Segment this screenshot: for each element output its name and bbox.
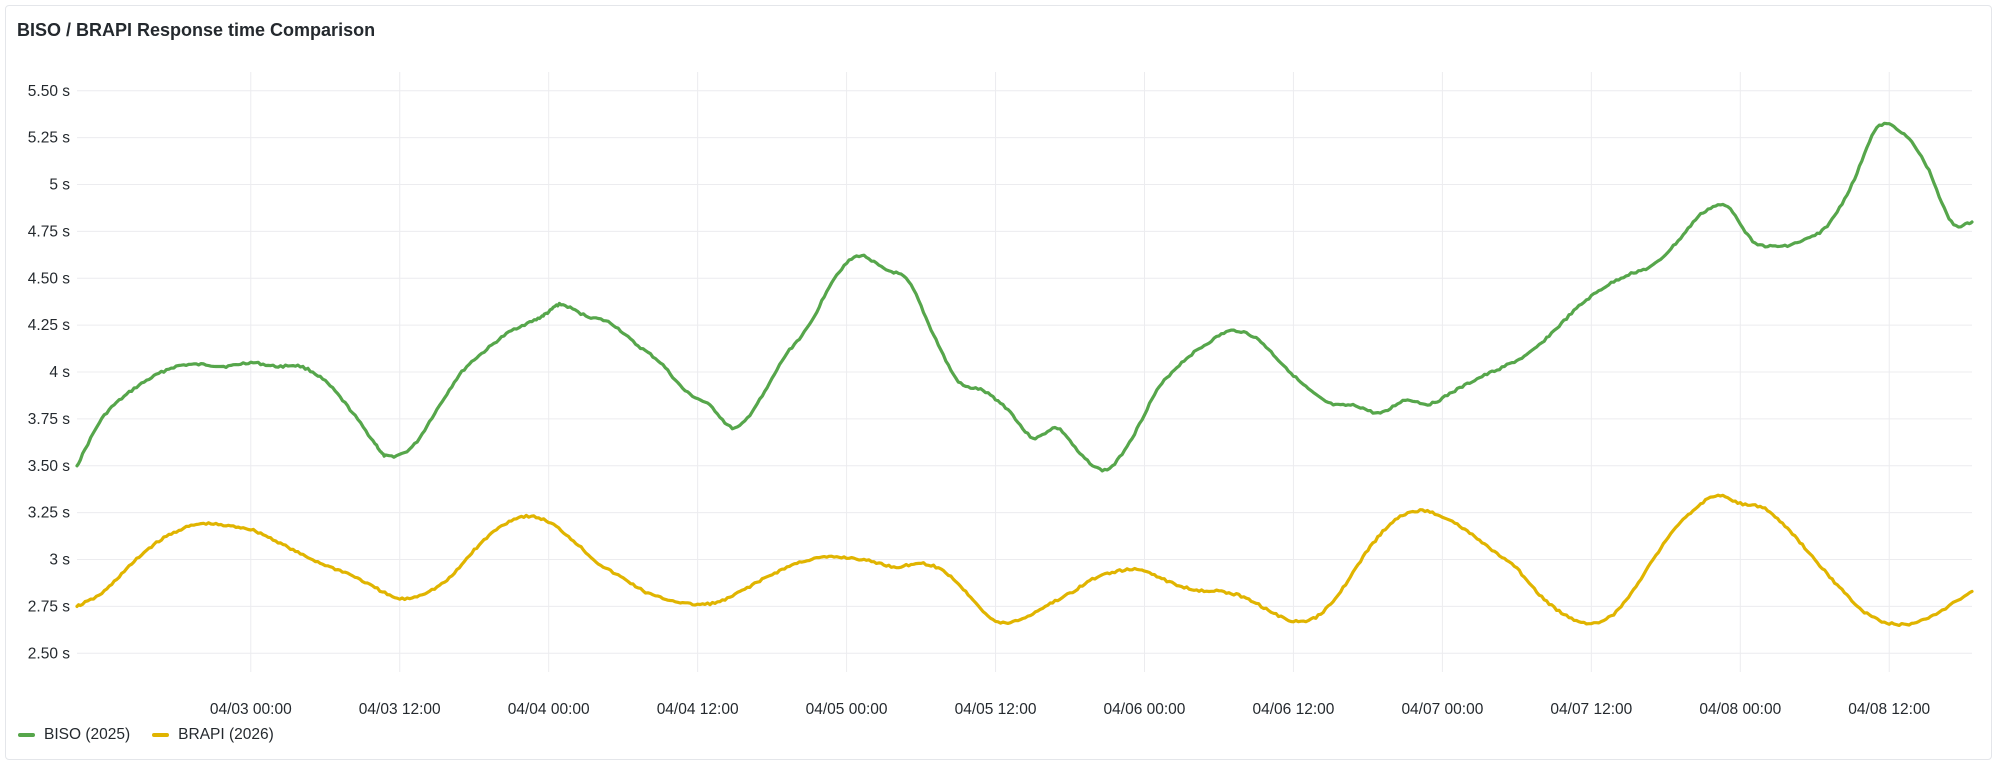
x-tick-label: 04/03 12:00 [359, 701, 441, 718]
x-tick-label: 04/03 00:00 [210, 701, 292, 718]
x-tick-label: 04/05 00:00 [806, 701, 888, 718]
y-tick-label: 4.25 s [28, 317, 70, 334]
x-tick-label: 04/04 00:00 [508, 701, 590, 718]
panel-title: BISO / BRAPI Response time Comparison [17, 20, 376, 40]
x-tick-label: 04/07 00:00 [1401, 701, 1483, 718]
y-tick-label: 3.25 s [28, 505, 70, 522]
y-tick-label: 4.50 s [28, 270, 70, 287]
x-gridlines [250, 72, 1890, 672]
x-tick-label: 04/07 12:00 [1550, 701, 1632, 718]
legend: BISO (2025) BRAPI (2026) [18, 726, 274, 744]
legend-label-biso: BISO (2025) [44, 726, 131, 743]
legend-swatch-biso [18, 733, 35, 737]
legend-swatch-brapi [152, 733, 170, 737]
y-tick-label: 4 s [49, 364, 70, 381]
y-tick-label: 3.50 s [28, 458, 70, 475]
x-axis-tick-labels: 04/03 00:00 04/03 12:00 04/04 00:00 04/04 1… [210, 701, 1931, 718]
legend-label-brapi: BRAPI (2026) [178, 726, 274, 743]
x-tick-label: 04/05 12:00 [955, 701, 1037, 718]
y-gridlines [77, 90, 1972, 654]
x-tick-label: 04/08 00:00 [1699, 701, 1781, 718]
x-tick-label: 04/06 00:00 [1104, 701, 1186, 718]
series-line-biso [75, 121, 1974, 473]
series-lines [75, 121, 1974, 627]
y-axis-tick-labels: 2.50 s 2.75 s 3 s 3.25 s 3.50 s 3.75 s 4 s 4.25… [28, 83, 70, 663]
y-tick-label: 5.25 s [28, 130, 70, 147]
chart-panel: BISO / BRAPI Response time Comparison [5, 5, 1992, 760]
y-tick-label: 3.75 s [28, 411, 70, 428]
x-tick-label: 04/04 12:00 [657, 701, 739, 718]
y-tick-label: 5 s [49, 177, 70, 194]
legend-item-brapi[interactable]: BRAPI (2026) [152, 726, 274, 744]
y-tick-label: 4.75 s [28, 223, 70, 240]
y-tick-label: 2.50 s [28, 645, 70, 662]
y-tick-label: 2.75 s [28, 598, 70, 615]
x-tick-label: 04/08 12:00 [1848, 701, 1930, 718]
series-line-brapi [75, 493, 1974, 627]
y-tick-label: 5.50 s [28, 83, 70, 100]
y-tick-label: 3 s [49, 552, 70, 569]
legend-item-biso[interactable]: BISO (2025) [18, 726, 130, 744]
x-tick-label: 04/06 12:00 [1252, 701, 1334, 718]
